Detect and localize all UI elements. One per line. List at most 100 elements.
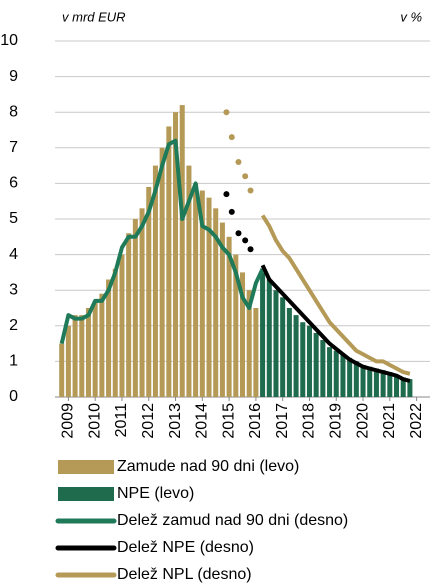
x-tick-label: 2015 — [220, 403, 237, 439]
dot — [228, 134, 235, 141]
y-tick-label: 9 — [9, 68, 18, 85]
dot — [228, 208, 235, 215]
y-tick-label: 6 — [9, 175, 18, 192]
x-tick-label: 2021 — [381, 403, 398, 439]
dot — [247, 246, 254, 253]
bar — [199, 190, 205, 397]
x-tick-label: 2022 — [408, 403, 425, 439]
legend-swatch — [58, 460, 114, 474]
bar — [313, 332, 319, 397]
x-tick-label: 2010 — [86, 403, 103, 439]
bar — [219, 222, 225, 397]
y2-axis-label: v % — [400, 9, 422, 24]
legend-label: Zamude nad 90 dni (levo) — [117, 458, 299, 475]
bar — [213, 208, 219, 397]
bar — [85, 308, 91, 397]
bar — [166, 126, 172, 397]
bar — [72, 315, 78, 397]
bar — [246, 290, 252, 397]
bar — [226, 236, 232, 397]
bar — [59, 343, 65, 397]
bar — [400, 377, 406, 397]
bar — [193, 183, 199, 397]
bar — [300, 322, 306, 397]
legend-label: Delež NPE (desno) — [117, 539, 254, 556]
bar — [280, 297, 286, 397]
bar — [380, 370, 386, 397]
bar — [320, 340, 326, 397]
legend-label: Delež NPL (desno) — [117, 566, 252, 583]
bar — [373, 368, 379, 397]
line — [260, 214, 411, 376]
x-tick-label: 2013 — [167, 403, 184, 439]
y-tick-label: 5 — [9, 210, 18, 227]
x-tick-label: 2011 — [113, 403, 130, 438]
bar — [159, 147, 165, 397]
bar — [233, 254, 239, 397]
bar — [179, 105, 185, 397]
x-tick-label: 2017 — [274, 403, 291, 439]
bar — [347, 357, 353, 397]
dot — [242, 237, 249, 244]
bar — [206, 197, 212, 397]
y-tick-label: 8 — [9, 103, 18, 120]
bar — [253, 308, 259, 397]
bar — [293, 315, 299, 397]
bar — [106, 279, 112, 397]
x-tick-label: 2016 — [247, 403, 264, 439]
bar — [387, 372, 393, 397]
bar — [79, 315, 85, 397]
y-axis-label: v mrd EUR — [62, 9, 126, 24]
bar — [112, 268, 118, 397]
bar — [407, 379, 413, 397]
bar — [327, 347, 333, 397]
bar — [360, 364, 366, 397]
x-tick-label: 2018 — [301, 403, 318, 439]
dot — [235, 230, 242, 237]
y-tick-label: 1 — [9, 353, 18, 370]
x-tick-label: 2020 — [354, 403, 371, 439]
dot — [242, 173, 249, 180]
x-tick-label: 2012 — [140, 403, 157, 439]
bar — [273, 290, 279, 397]
bar — [286, 308, 292, 397]
legend-label: NPE (levo) — [117, 485, 194, 502]
bar — [394, 375, 400, 397]
bar — [260, 272, 266, 397]
bar — [139, 208, 145, 397]
bar — [126, 233, 132, 397]
legend-swatch — [58, 487, 114, 501]
bar — [132, 219, 138, 397]
bar — [340, 354, 346, 397]
y-tick-label: 2 — [9, 317, 18, 334]
bar — [146, 186, 152, 397]
bar — [119, 254, 125, 397]
bar — [173, 112, 179, 397]
y-tick-label: 0 — [9, 388, 18, 405]
legend-label: Delež zamud nad 90 dni (desno) — [117, 512, 348, 529]
dot — [223, 191, 230, 198]
y-tick-label: 10 — [0, 32, 18, 49]
bar — [333, 350, 339, 397]
bar — [65, 325, 71, 397]
bar — [92, 300, 98, 397]
bar — [152, 165, 158, 397]
y-tick-label: 7 — [9, 139, 18, 156]
y-tick-label: 3 — [9, 281, 18, 298]
dot — [235, 159, 242, 166]
x-tick-label: 2009 — [60, 403, 77, 439]
y-tick-label: 4 — [9, 246, 18, 263]
bar — [353, 361, 359, 397]
bar — [266, 279, 272, 397]
line — [260, 264, 411, 383]
x-tick-label: 2014 — [194, 403, 211, 439]
bar — [367, 366, 373, 397]
x-tick-label: 2019 — [327, 403, 344, 439]
dot — [223, 109, 230, 116]
bar — [306, 325, 312, 397]
bar — [99, 293, 105, 397]
line — [59, 138, 265, 345]
bar — [239, 272, 246, 397]
bar — [186, 165, 192, 397]
